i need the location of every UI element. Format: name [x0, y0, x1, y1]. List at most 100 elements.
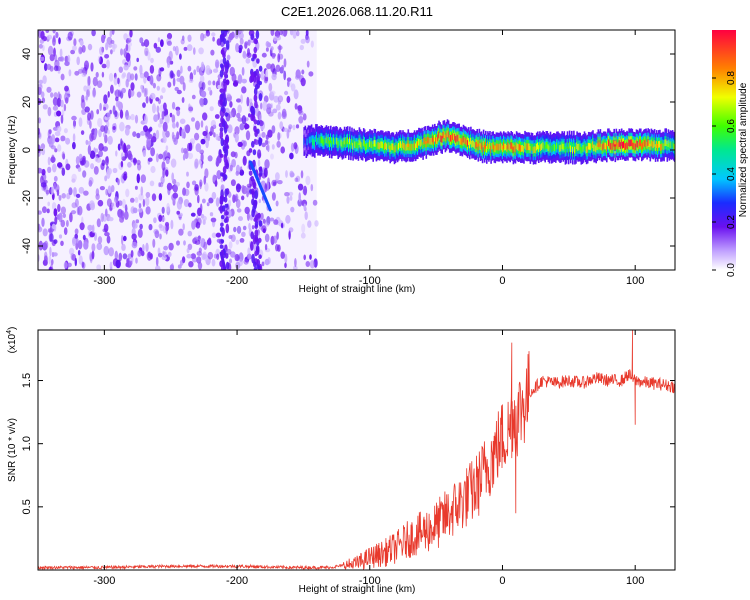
chart-title: C2E1.2026.068.11.20.R11 [281, 4, 433, 19]
noise-speck [176, 89, 182, 95]
noise-speck [173, 185, 178, 193]
noise-speck [297, 183, 304, 191]
noise-speck [74, 233, 78, 240]
noise-speck [47, 228, 52, 233]
noise-speck [183, 46, 188, 51]
noise-speck [47, 166, 52, 173]
noise-speck [78, 153, 83, 162]
noise-speck [42, 206, 47, 214]
noise-speck [171, 131, 175, 140]
band-column [337, 141, 339, 148]
noise-speck [127, 153, 133, 161]
noise-speck [182, 223, 185, 231]
noise-speck [153, 114, 159, 122]
band-column [501, 145, 504, 153]
noise-column-speck [220, 194, 224, 201]
noise-column-speck [253, 46, 258, 54]
band-column [628, 139, 630, 146]
band-column [447, 131, 450, 139]
noise-speck [38, 144, 41, 154]
colorbar-ticks: 0.0 0.2 0.4 0.6 0.8 [712, 71, 737, 277]
noise-speck [265, 47, 269, 52]
noise-speck [194, 158, 199, 169]
band-column [590, 143, 592, 151]
noise-column-speck [219, 69, 224, 78]
noise-column-speck [256, 119, 261, 126]
noise-speck [161, 255, 167, 261]
noise-speck [204, 182, 209, 192]
noise-speck [134, 185, 138, 190]
noise-speck [162, 250, 165, 257]
noise-speck [202, 215, 207, 221]
noise-speck [78, 46, 83, 55]
noise-speck [237, 30, 242, 35]
noise-speck [139, 223, 143, 230]
noise-speck [209, 106, 214, 112]
band-column [654, 144, 657, 151]
noise-speck [294, 258, 297, 267]
noise-speck [136, 132, 141, 139]
noise-speck [170, 158, 177, 168]
noise-speck [44, 63, 48, 72]
band-column [512, 146, 515, 154]
noise-speck [145, 87, 149, 97]
noise-speck [70, 252, 75, 261]
noise-speck [176, 240, 180, 246]
band-column [471, 140, 473, 148]
noise-speck [126, 144, 131, 150]
noise-speck [107, 91, 110, 98]
noise-speck [75, 242, 79, 250]
noise-speck [60, 240, 64, 246]
noise-speck [156, 105, 160, 113]
band-column [549, 142, 552, 150]
band-column [544, 144, 546, 152]
band-column [524, 142, 526, 149]
noise-speck [179, 259, 184, 266]
noise-speck [120, 212, 125, 220]
band-column [492, 142, 494, 150]
noise-speck [112, 126, 116, 130]
noise-speck [165, 157, 170, 165]
noise-speck [270, 46, 274, 51]
noise-speck [52, 252, 58, 257]
noise-speck [123, 210, 129, 220]
noise-speck [208, 197, 214, 204]
noise-speck [150, 136, 157, 143]
noise-speck [58, 212, 63, 223]
noise-speck [97, 199, 104, 207]
noise-column-speck [222, 57, 227, 65]
noise-speck [277, 132, 281, 141]
noise-speck [114, 110, 118, 118]
noise-speck [98, 128, 102, 138]
band-column [515, 142, 518, 149]
band-column [439, 133, 441, 140]
band-column [576, 142, 578, 150]
band-column [459, 138, 462, 145]
noise-speck [87, 43, 93, 51]
noise-speck [61, 193, 66, 199]
noise-speck [47, 106, 52, 117]
noise-speck [202, 251, 207, 260]
noise-speck [83, 85, 88, 92]
noise-speck [58, 234, 63, 239]
band-column [376, 142, 379, 150]
noise-speck [122, 253, 128, 260]
y-tick-label: 0 [21, 147, 33, 153]
band-column [534, 146, 537, 154]
band-column [607, 139, 609, 147]
band-column [369, 140, 371, 147]
noise-speck [206, 202, 210, 207]
noise-speck [67, 262, 72, 268]
noise-speck [130, 73, 135, 81]
noise-speck [278, 30, 284, 36]
band-column [425, 141, 428, 148]
noise-speck [41, 148, 46, 156]
noise-speck [87, 224, 93, 231]
noise-speck [237, 117, 243, 122]
x-tick-label: -200 [226, 575, 248, 587]
noise-speck [103, 34, 107, 39]
noise-speck [199, 75, 205, 84]
noise-speck [264, 243, 268, 251]
noise-speck [50, 186, 55, 195]
noise-speck [92, 76, 98, 87]
